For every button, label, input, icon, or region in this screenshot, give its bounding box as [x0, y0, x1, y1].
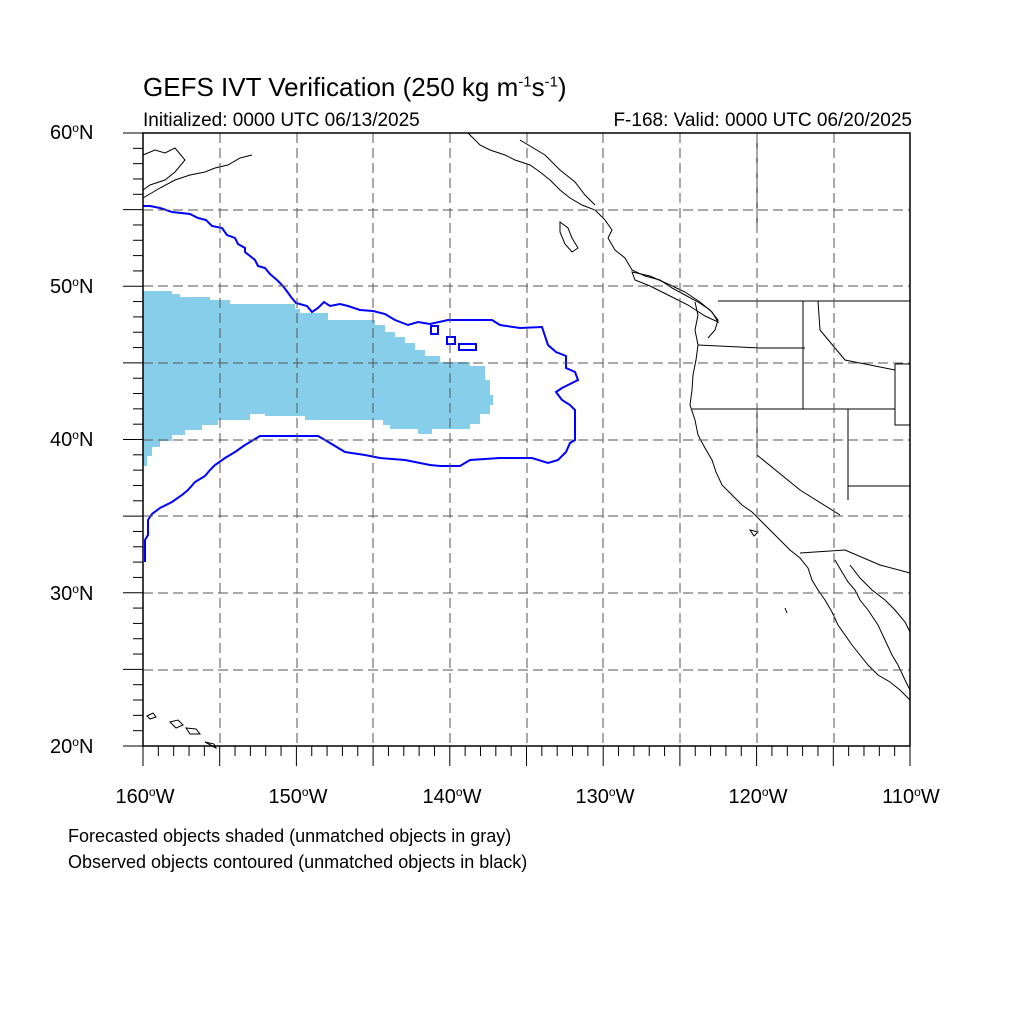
- map-title: GEFS IVT Verification (250 kg m-1s-1): [143, 72, 567, 102]
- hawaii-island-1: [146, 712, 157, 720]
- lat-label-60: 60oN: [50, 121, 94, 144]
- forecast-shading: [143, 291, 493, 466]
- gulf-california: [849, 564, 911, 633]
- alaska-panhandle: [519, 139, 596, 206]
- haida-gwaii: [559, 221, 579, 253]
- init-time: Initialized: 0000 UTC 06/13/2025: [143, 110, 420, 131]
- observed-contour-blob3: [458, 343, 477, 351]
- observed-contour-blob1: [430, 325, 439, 335]
- us-west-coast: [689, 301, 911, 701]
- legend-observed: Observed objects contoured (unmatched ob…: [68, 852, 528, 872]
- vancouver-island: [631, 271, 720, 324]
- alaska-coast: [142, 147, 186, 191]
- alaska-gulf: [467, 132, 613, 239]
- legend-forecast: Forecasted objects shaded (unmatched obj…: [68, 826, 512, 846]
- lon-label-150w: 150oW: [268, 785, 328, 808]
- bc-coast: [607, 237, 719, 339]
- grid: [143, 133, 910, 746]
- lat-label-20: 20oN: [50, 735, 94, 758]
- lon-label-160w: 160oW: [115, 785, 175, 808]
- lon-label-120w: 120oW: [728, 785, 788, 808]
- hawaii-island-4: [204, 741, 218, 750]
- observed-object: [143, 205, 580, 562]
- axis-ticks: [123, 132, 911, 766]
- channel-island: [748, 529, 759, 537]
- ca-nv-border: [756, 409, 841, 516]
- lat-label-40: 40oN: [50, 428, 94, 451]
- coastlines: [142, 132, 911, 750]
- valid-time: F-168: Valid: 0000 UTC 06/20/2025: [613, 110, 912, 131]
- lat-label-30: 30oN: [50, 582, 94, 605]
- hawaii-island-2: [169, 719, 184, 729]
- observed-contour: [143, 205, 580, 562]
- lat-label-50: 50oN: [50, 275, 94, 298]
- observed-contour-blob2: [446, 336, 456, 345]
- borders: [692, 133, 911, 574]
- wa-or-border: [697, 344, 805, 349]
- lon-label-110w: 110oW: [882, 785, 940, 808]
- forecast-object: [143, 291, 493, 466]
- hawaii-island-3: [184, 727, 202, 735]
- idaho-east: [817, 300, 896, 371]
- alaska-coast-south: [142, 154, 253, 199]
- lon-label-140w: 140oW: [422, 785, 482, 808]
- wy-border: [894, 363, 910, 426]
- us-mexico-border: [799, 549, 911, 574]
- lon-label-130w: 130oW: [575, 785, 635, 808]
- baja-inner: [834, 559, 911, 691]
- guadalupe-island: [784, 607, 788, 614]
